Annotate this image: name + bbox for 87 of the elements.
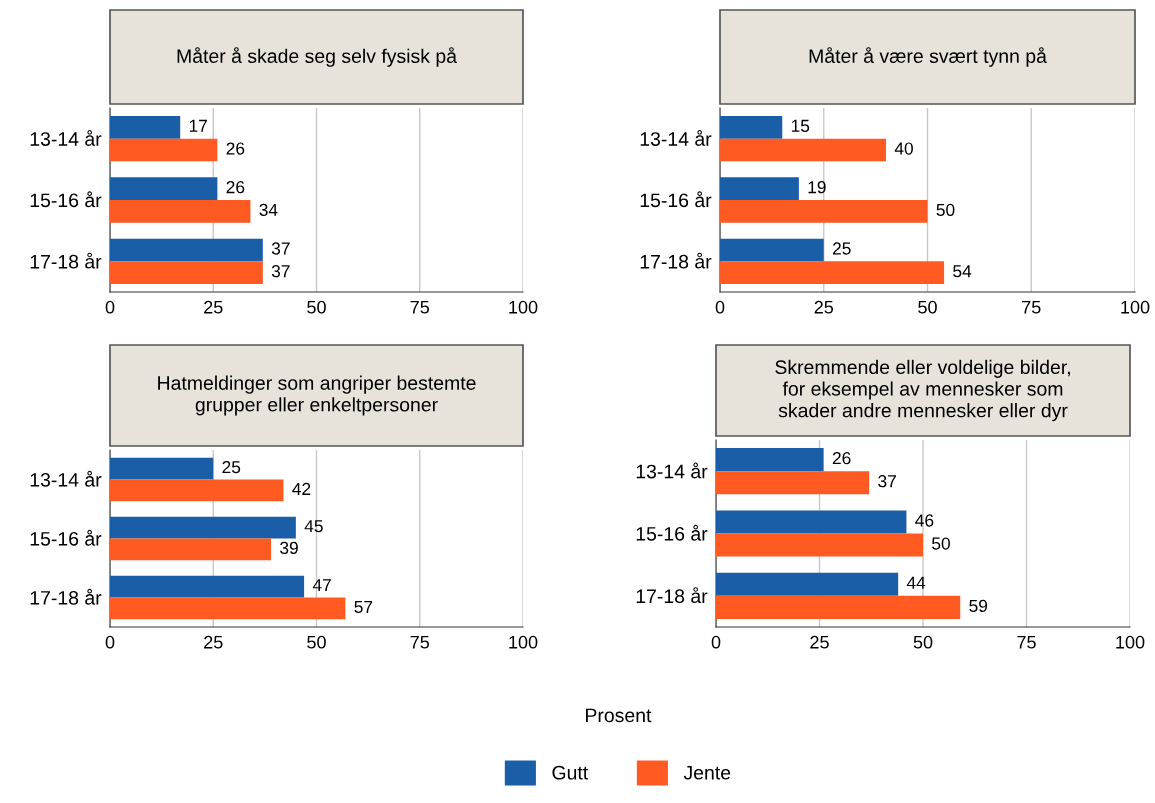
y-tick-label: 13-14 år xyxy=(636,462,708,479)
data-label: 25 xyxy=(222,460,241,474)
x-tick-label: 75 xyxy=(410,301,430,314)
data-label: 25 xyxy=(832,242,851,255)
data-label: 50 xyxy=(936,203,955,217)
x-tick-label: 0 xyxy=(715,300,725,314)
bar xyxy=(716,510,907,534)
data-label: 47 xyxy=(312,579,331,592)
bar xyxy=(716,533,923,557)
bar xyxy=(716,471,870,495)
x-tick-label: 50 xyxy=(913,635,933,649)
bar xyxy=(720,138,886,162)
data-label: 54 xyxy=(953,265,972,278)
legend-label: Jente xyxy=(683,766,731,780)
y-tick-label: 15-16 år xyxy=(636,524,708,541)
data-label: 17 xyxy=(189,119,207,132)
y-tick-label: 13-14 år xyxy=(30,130,102,146)
x-tick-label: 100 xyxy=(1116,635,1145,649)
y-tick-label: 17-18 år xyxy=(636,587,708,604)
data-label: 46 xyxy=(915,514,934,527)
bar xyxy=(716,448,824,472)
y-tick-label: 17-18 år xyxy=(640,252,712,269)
bar xyxy=(720,177,799,200)
bar xyxy=(110,575,305,598)
data-label: 40 xyxy=(894,142,913,155)
x-tick-label: 100 xyxy=(1121,300,1150,314)
bar xyxy=(716,572,899,596)
x-tick-label: 75 xyxy=(1017,636,1036,649)
x-tick-label: 0 xyxy=(711,635,721,649)
bar xyxy=(110,200,251,223)
data-label: 39 xyxy=(280,541,298,555)
data-label: 34 xyxy=(259,203,278,217)
x-tick-label: 25 xyxy=(204,300,223,314)
data-label: 37 xyxy=(878,475,896,488)
y-tick-label: 17-18 år xyxy=(30,252,102,269)
x-tick-label: 50 xyxy=(307,635,326,649)
bar xyxy=(110,261,263,285)
bar xyxy=(110,138,218,162)
data-label: 26 xyxy=(832,452,851,465)
bar xyxy=(110,177,218,200)
bar xyxy=(110,479,284,502)
bar xyxy=(110,516,296,539)
x-tick-label: 25 xyxy=(814,300,834,314)
bar xyxy=(720,261,945,285)
x-tick-label: 75 xyxy=(1022,301,1041,314)
bar xyxy=(110,538,272,561)
x-tick-label: 0 xyxy=(105,635,115,649)
data-label: 15 xyxy=(791,119,810,132)
bar xyxy=(720,238,824,262)
y-tick-label: 15-16 år xyxy=(30,191,102,208)
bar xyxy=(110,457,214,480)
data-label: 44 xyxy=(906,576,926,589)
y-tick-label: 13-14 år xyxy=(640,130,712,146)
chart-title: Måter å skade seg selv fysisk på xyxy=(177,47,457,67)
bar xyxy=(720,115,783,139)
y-tick-label: 15-16 år xyxy=(640,191,712,208)
data-label: 37 xyxy=(271,242,290,255)
data-label: 37 xyxy=(271,265,290,278)
bar xyxy=(110,597,346,620)
bar xyxy=(110,115,181,139)
chart-title: Skremmende eller voldelige bilder, for eksempel av mennesker som skader andre mennesker eller dyr xyxy=(775,359,1070,422)
x-tick-label: 100 xyxy=(509,635,538,649)
y-tick-label: 13-14 år xyxy=(30,470,102,487)
x-tick-label: 50 xyxy=(918,300,937,314)
x-tick-label: 75 xyxy=(410,636,430,649)
bar xyxy=(110,238,263,262)
y-tick-label: 17-18 år xyxy=(30,588,102,605)
bar xyxy=(720,200,928,223)
legend-label: Gutt xyxy=(552,765,589,780)
data-label: 45 xyxy=(304,520,323,533)
x-tick-label: 0 xyxy=(105,300,115,314)
data-label: 50 xyxy=(932,537,950,550)
y-tick-label: 15-16 år xyxy=(30,529,102,546)
chart-title: Måter å være svært tynn på xyxy=(809,47,1047,67)
data-label: 19 xyxy=(808,181,826,194)
data-label: 26 xyxy=(226,142,245,155)
bar xyxy=(716,595,961,619)
x-axis-title: Prosent xyxy=(586,708,652,723)
data-label: 59 xyxy=(969,599,988,613)
data-label: 42 xyxy=(292,482,311,495)
x-tick-label: 25 xyxy=(810,635,829,649)
x-tick-label: 100 xyxy=(509,300,538,314)
data-label: 57 xyxy=(354,600,373,614)
data-label: 26 xyxy=(226,181,245,194)
x-tick-label: 50 xyxy=(307,300,326,314)
chart-title: Hatmeldinger som angriper bestemte grupper eller enkeltpersoner xyxy=(158,375,476,416)
x-tick-label: 25 xyxy=(204,635,223,649)
